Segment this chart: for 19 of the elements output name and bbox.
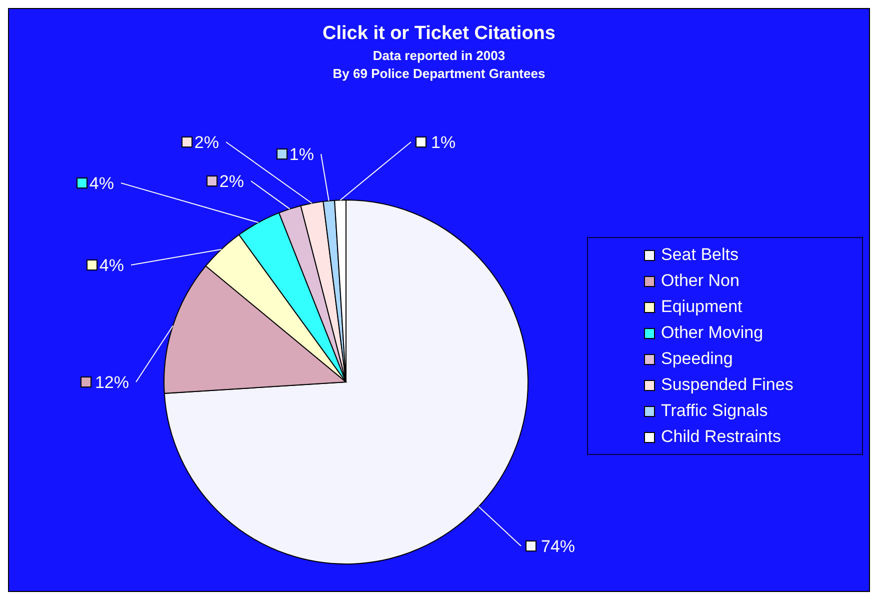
data-label: 1% bbox=[431, 133, 456, 152]
legend-label: Traffic Signals bbox=[661, 401, 768, 421]
data-label: 4% bbox=[99, 256, 124, 275]
legend-label: Speeding bbox=[661, 349, 733, 369]
chart-subtitle: Data reported in 2003 By 69 Police Department Grantees bbox=[332, 47, 546, 83]
pie-slice bbox=[164, 200, 528, 564]
legend-label: Other Moving bbox=[661, 323, 764, 343]
legend-label: Child Restraints bbox=[661, 427, 781, 447]
data-label: 2% bbox=[194, 133, 219, 152]
legend-label: Seat Belts bbox=[661, 245, 738, 265]
data-label: 4% bbox=[89, 174, 114, 193]
legend-label: Suspended Fines bbox=[661, 375, 794, 395]
data-label: 2% bbox=[219, 172, 244, 191]
data-label: 12% bbox=[94, 373, 129, 392]
data-label: 1% bbox=[289, 145, 314, 164]
chart-title: Click it or Ticket Citations bbox=[322, 23, 556, 45]
data-label: 74% bbox=[541, 537, 576, 556]
legend-label: Other Non bbox=[661, 271, 740, 291]
legend-label: Eqiupment bbox=[661, 297, 742, 317]
